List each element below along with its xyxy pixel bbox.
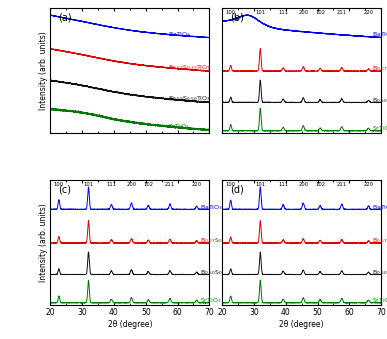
Text: 102: 102	[315, 11, 325, 15]
Text: B$_{0.50}$S$_{0.50}$TiO$_3$: B$_{0.50}$S$_{0.50}$TiO$_3$	[168, 94, 211, 103]
Text: 211: 211	[337, 182, 347, 187]
Text: 100: 100	[54, 182, 64, 187]
Text: B$_{0.67}$S$_{0.33}$TiO$_3$: B$_{0.67}$S$_{0.33}$TiO$_3$	[168, 63, 211, 72]
Text: 200: 200	[298, 182, 308, 187]
X-axis label: 2θ (degree): 2θ (degree)	[108, 320, 152, 328]
Text: 220: 220	[363, 11, 373, 15]
Text: 102: 102	[315, 182, 325, 187]
Text: SrTiO$_3$: SrTiO$_3$	[200, 296, 221, 305]
Text: BaTiO$_3$: BaTiO$_3$	[200, 203, 223, 212]
Text: 111: 111	[278, 11, 288, 15]
Text: B$_{0.50}$S$_{0.50}$TiO$_3$: B$_{0.50}$S$_{0.50}$TiO$_3$	[372, 268, 387, 277]
Text: SrTiO$_3$: SrTiO$_3$	[372, 297, 387, 305]
Text: 220: 220	[363, 182, 373, 187]
X-axis label: 2θ (degree): 2θ (degree)	[279, 320, 324, 328]
Text: (c): (c)	[58, 184, 71, 194]
Text: 101: 101	[255, 182, 265, 187]
Text: B$_{0.67}$S$_{0.33}$TiO$_3$: B$_{0.67}$S$_{0.33}$TiO$_3$	[372, 64, 387, 73]
Text: BaTiO$_3$: BaTiO$_3$	[168, 30, 191, 39]
Text: 101: 101	[84, 182, 94, 187]
Y-axis label: Intensity (arb. units): Intensity (arb. units)	[39, 203, 48, 282]
Text: BaTiO$_3$: BaTiO$_3$	[372, 203, 387, 212]
Text: 102: 102	[143, 182, 153, 187]
Text: B$_{0.50}$S$_{0.50}$TiO$_3$: B$_{0.50}$S$_{0.50}$TiO$_3$	[372, 96, 387, 105]
Text: 211: 211	[337, 11, 347, 15]
Text: *: *	[234, 17, 238, 25]
Text: SrTiO$_3$: SrTiO$_3$	[168, 122, 190, 131]
Text: BaTiO$_3$: BaTiO$_3$	[372, 30, 387, 39]
Text: 111: 111	[278, 182, 288, 187]
Text: 100: 100	[226, 182, 236, 187]
Text: (b): (b)	[230, 12, 244, 22]
Text: B$_{0.67}$S$_{0.33}$TiO$_3$: B$_{0.67}$S$_{0.33}$TiO$_3$	[372, 236, 387, 245]
Text: (a): (a)	[58, 12, 72, 22]
Text: B$_{0.67}$S$_{0.33}$TiO$_3$: B$_{0.67}$S$_{0.33}$TiO$_3$	[200, 237, 243, 245]
Text: 111: 111	[106, 182, 116, 187]
Text: 200: 200	[127, 182, 137, 187]
Text: 220: 220	[192, 182, 202, 187]
Text: SrTiO$_3$: SrTiO$_3$	[372, 124, 387, 134]
Text: 211: 211	[165, 182, 175, 187]
Text: (d): (d)	[230, 184, 244, 194]
Text: 101: 101	[255, 11, 265, 15]
Y-axis label: Intensity (arb. units): Intensity (arb. units)	[39, 32, 48, 110]
Text: 100: 100	[226, 11, 236, 15]
Text: B$_{0.50}$S$_{0.50}$TiO$_3$: B$_{0.50}$S$_{0.50}$TiO$_3$	[200, 268, 243, 277]
Text: 200: 200	[298, 11, 308, 15]
